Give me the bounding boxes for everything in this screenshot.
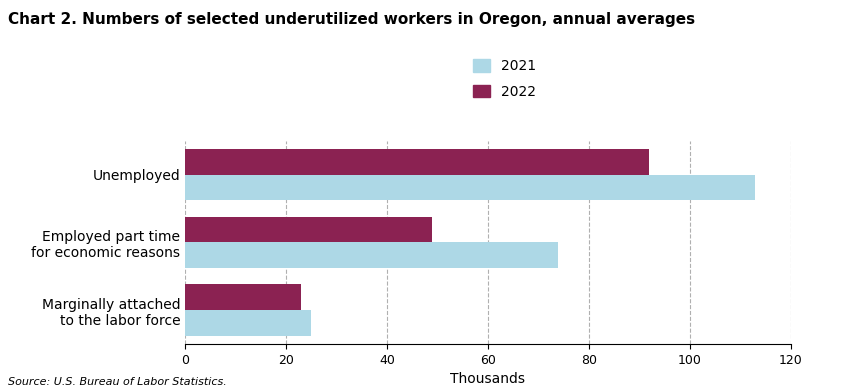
Bar — [185, 310, 311, 336]
Bar — [185, 175, 755, 201]
X-axis label: Thousands: Thousands — [450, 372, 526, 386]
Bar — [185, 284, 301, 310]
Text: Source: U.S. Bureau of Labor Statistics.: Source: U.S. Bureau of Labor Statistics. — [8, 377, 227, 387]
Bar — [185, 242, 558, 268]
Bar — [185, 217, 432, 242]
Legend: 2021, 2022: 2021, 2022 — [468, 54, 542, 104]
Bar — [185, 149, 649, 175]
Text: Chart 2. Numbers of selected underutilized workers in Oregon, annual averages: Chart 2. Numbers of selected underutiliz… — [8, 12, 696, 27]
